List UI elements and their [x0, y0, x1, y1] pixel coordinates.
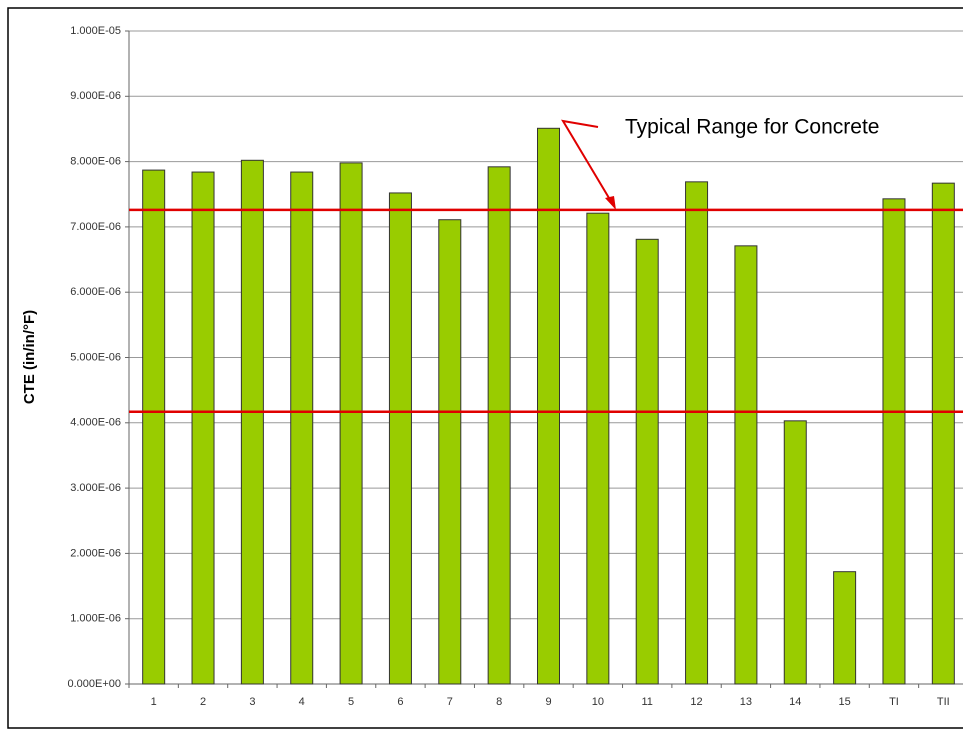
x-tick-label: 1: [151, 696, 157, 708]
x-tick-label: 15: [838, 696, 850, 708]
bar: [537, 127, 560, 685]
bar: [783, 420, 807, 685]
bar: [388, 192, 412, 685]
plot-area: 0.000E+00 1.000E-06 2.000E-06 3.000E-06 4.00…: [67, 25, 963, 708]
x-tick-label: 13: [740, 696, 752, 708]
bar: [833, 571, 857, 685]
bar: [734, 245, 758, 685]
x-tick-label: 14: [789, 696, 801, 708]
bar: [438, 219, 462, 685]
annotation-arrow: [561, 119, 613, 204]
arrow-head: [605, 196, 616, 210]
y-tick-label: 6.000E-06: [70, 286, 121, 298]
y-tick-label: 0.000E+00: [67, 678, 121, 690]
x-tick-label: 4: [299, 696, 305, 708]
x-tick-label: 5: [348, 696, 354, 708]
x-tick-label: 3: [249, 696, 255, 708]
bar: [339, 162, 363, 685]
y-tick-label: 5.000E-06: [70, 351, 121, 363]
bar: [635, 238, 659, 685]
y-tick-label: 2.000E-06: [70, 547, 121, 559]
y-axis-title: CTE (in/in/°F): [21, 310, 38, 404]
y-tick-label: 8.000E-06: [70, 156, 121, 168]
bar: [240, 159, 264, 685]
bar: [142, 169, 166, 685]
x-tick-label: 6: [397, 696, 403, 708]
y-tick-label: 9.000E-06: [70, 90, 121, 102]
y-tick-label: 7.000E-06: [70, 221, 121, 233]
x-tick-label: 7: [447, 696, 453, 708]
bar: [685, 181, 709, 685]
x-tick-label: TII: [937, 696, 950, 708]
annotation: Typical Range for Concrete: [625, 116, 879, 139]
x-tick-label: TI: [889, 696, 899, 708]
bar: [586, 212, 610, 685]
y-tick-label: 1.000E-05: [70, 25, 121, 37]
y-tick-label: 4.000E-06: [70, 417, 121, 429]
x-tick-label: 8: [496, 696, 502, 708]
bar: [487, 166, 511, 685]
bar: [931, 182, 955, 685]
x-tick-label: 12: [690, 696, 702, 708]
x-tick-label: 10: [592, 696, 604, 708]
x-tick-label: 9: [545, 696, 551, 708]
x-tick-label: 2: [200, 696, 206, 708]
y-tick-label: 1.000E-06: [70, 613, 121, 625]
bar: [882, 198, 906, 685]
y-tick-label: 3.000E-06: [70, 482, 121, 494]
bar: [290, 171, 314, 685]
bar: [191, 171, 215, 685]
x-tick-label: 11: [641, 696, 652, 708]
